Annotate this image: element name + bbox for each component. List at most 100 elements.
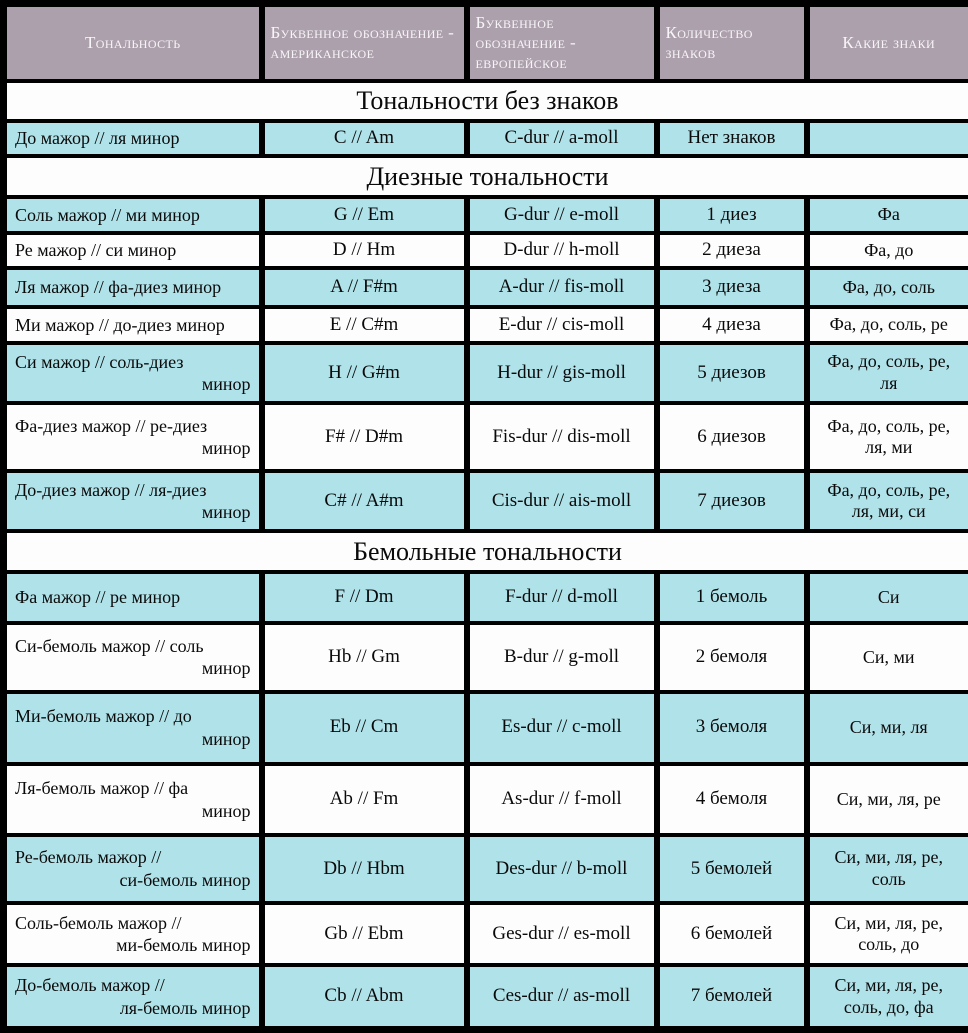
tonality-line1: Фа-диез мажор // ре-диез	[15, 415, 208, 436]
tonality-line1: Соль мажор // ми минор	[15, 204, 200, 225]
header-european-notation: Буквенное обозначение - европейское	[463, 1, 660, 83]
tonality-line2: минор	[201, 502, 251, 523]
cell-count: 2 диеза	[653, 231, 810, 271]
cell-signs: Си, ми, ля, ре, соль, до, фа	[803, 963, 968, 1032]
cell-european: Ces-dur // as-moll	[463, 963, 660, 1032]
cell-signs: Си, ми, ля, ре, соль, до	[803, 901, 968, 968]
cell-european: H-dur // gis-moll	[463, 341, 660, 405]
cell-tonality: Си мажор // соль-диез минор	[0, 341, 265, 405]
cell-signs: Си, ми, ля, ре, соль	[803, 832, 968, 906]
cell-american: H // G#m	[258, 341, 470, 405]
tonality-line2: си-бемоль минор	[119, 869, 251, 890]
cell-count: 3 бемоля	[653, 689, 810, 767]
cell-count: 5 бемолей	[653, 832, 810, 906]
tonality-line1: Ми-бемоль мажор // до	[15, 706, 192, 727]
cell-signs: Фа, до, соль, ре	[803, 304, 968, 346]
cell-tonality: Соль-бемоль мажор //ми-бемоль минор	[0, 901, 265, 968]
tonality-line1: Ре-бемоль мажор //	[15, 847, 162, 868]
cell-count: 7 бемолей	[653, 963, 810, 1032]
cell-european: E-dur // cis-moll	[463, 304, 660, 346]
header-american-notation: Буквенное обозначение - американское	[258, 1, 470, 83]
tonality-line1: До-бемоль мажор //	[15, 975, 165, 996]
cell-tonality: До-бемоль мажор //ля-бемоль минор	[0, 963, 265, 1032]
cell-european: As-dur // f-moll	[463, 762, 660, 837]
section-title-flats: Бемольные тональности	[0, 529, 968, 574]
cell-tonality: Ре мажор // си минор	[0, 231, 265, 271]
table-row: Ля-бемоль мажор // фа минор Ab // Fm As-d…	[0, 762, 968, 837]
tonality-line1: Ля мажор // фа-диез минор	[15, 277, 222, 298]
tonality-line1: Си мажор // соль-диез	[15, 351, 184, 372]
cell-european: Cis-dur // ais-moll	[463, 469, 660, 534]
cell-tonality: Соль мажор // ми минор	[0, 194, 265, 236]
section-title-no-signs: Тональности без знаков	[0, 78, 968, 124]
cell-signs: Фа, до, соль, ре, ля, ми	[803, 400, 968, 474]
cell-count: 6 бемолей	[653, 901, 810, 968]
cell-european: Fis-dur // dis-moll	[463, 400, 660, 474]
cell-american: F // Dm	[258, 569, 470, 626]
cell-tonality: Фа-диез мажор // ре-диез минор	[0, 400, 265, 474]
cell-signs: Си, ми	[803, 621, 968, 694]
tonality-line2: ля-бемоль минор	[119, 997, 251, 1018]
section-title-sharps: Диезные тональности	[0, 154, 968, 199]
tonality-line2: ми-бемоль минор	[116, 935, 251, 956]
cell-count: 2 бемоля	[653, 621, 810, 694]
section-row-sharps: Диезные тональности	[0, 154, 968, 199]
header-tonality: Тональность	[0, 1, 265, 83]
section-row-flats: Бемольные тональности	[0, 529, 968, 574]
cell-tonality: До мажор // ля минор	[0, 119, 265, 159]
table-row: Соль мажор // ми минор G // Em G-dur // …	[0, 194, 968, 236]
cell-tonality: Си-бемоль мажор // соль минор	[0, 621, 265, 694]
cell-tonality: Фа мажор // ре минор	[0, 569, 265, 626]
table-row: Фа мажор // ре минор F // Dm F-dur // d-…	[0, 569, 968, 626]
tonality-line2: минор	[201, 658, 251, 679]
cell-american: D // Hm	[258, 231, 470, 271]
table-row: Ре мажор // си минор D // Hm D-dur // h-…	[0, 231, 968, 271]
tonality-line2: минор	[201, 438, 251, 459]
cell-american: A // F#m	[258, 266, 470, 309]
table-row: До-диез мажор // ля-диез минор C# // A#m …	[0, 469, 968, 534]
cell-count: 1 бемоль	[653, 569, 810, 626]
cell-signs: Фа	[803, 194, 968, 236]
cell-count: 3 диеза	[653, 266, 810, 309]
table-row: Си мажор // соль-диез минор H // G#m H-du…	[0, 341, 968, 405]
cell-american: Db // Hbm	[258, 832, 470, 906]
cell-signs: Си, ми, ля	[803, 689, 968, 767]
cell-american: Cb // Abm	[258, 963, 470, 1032]
cell-american: Gb // Ebm	[258, 901, 470, 968]
cell-count: 7 диезов	[653, 469, 810, 534]
table-row: Ми-бемоль мажор // до минор Eb // Cm Es-d…	[0, 689, 968, 767]
cell-american: C# // A#m	[258, 469, 470, 534]
cell-american: F# // D#m	[258, 400, 470, 474]
table-row: Соль-бемоль мажор //ми-бемоль минор Gb /…	[0, 901, 968, 968]
cell-american: Hb // Gm	[258, 621, 470, 694]
cell-count: 1 диез	[653, 194, 810, 236]
tonality-line1: Соль-бемоль мажор //	[15, 912, 182, 933]
cell-american: C // Am	[258, 119, 470, 159]
header-sign-count: Количество знаков	[653, 1, 810, 83]
cell-tonality: Ля мажор // фа-диез минор	[0, 266, 265, 309]
table-row: Ре-бемоль мажор //си-бемоль минор Db // …	[0, 832, 968, 906]
tonality-line2: минор	[201, 374, 251, 395]
cell-count: 6 диезов	[653, 400, 810, 474]
cell-count: 4 бемоля	[653, 762, 810, 837]
cell-tonality: Ля-бемоль мажор // фа минор	[0, 762, 265, 837]
header-row: Тональность Буквенное обозначение - амер…	[0, 1, 968, 83]
cell-american: G // Em	[258, 194, 470, 236]
tonality-line2: минор	[201, 728, 251, 749]
tonality-line1: До мажор // ля минор	[15, 128, 180, 149]
cell-tonality: Ми мажор // до-диез минор	[0, 304, 265, 346]
cell-european: F-dur // d-moll	[463, 569, 660, 626]
cell-european: A-dur // fis-moll	[463, 266, 660, 309]
cell-tonality: Ре-бемоль мажор //си-бемоль минор	[0, 832, 265, 906]
table-row: Фа-диез мажор // ре-диез минор F# // D#m …	[0, 400, 968, 474]
table-row: До-бемоль мажор //ля-бемоль минор Cb // …	[0, 963, 968, 1032]
section-row-no-signs: Тональности без знаков	[0, 78, 968, 124]
cell-signs: Фа, до, соль	[803, 266, 968, 309]
cell-signs: Фа, до	[803, 231, 968, 271]
cell-count: Нет знаков	[653, 119, 810, 159]
cell-american: Ab // Fm	[258, 762, 470, 837]
cell-european: Ges-dur // es-moll	[463, 901, 660, 968]
table-row: До мажор // ля минор C // Am C-dur // a-…	[0, 119, 968, 159]
